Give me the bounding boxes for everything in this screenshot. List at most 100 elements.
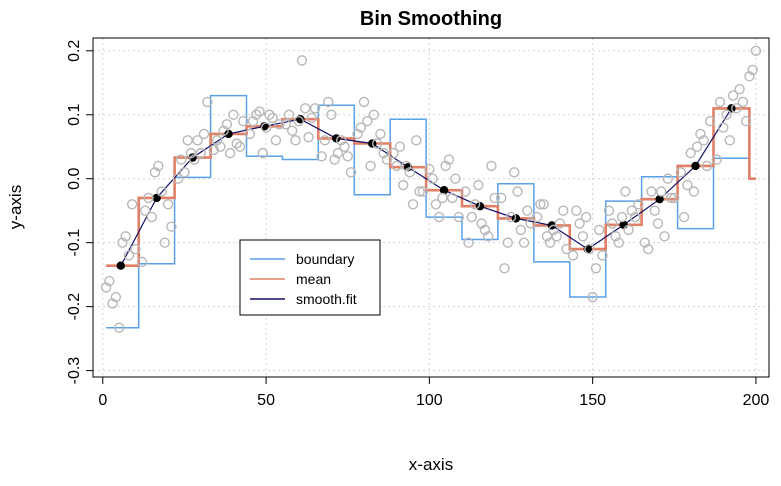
scatter-point	[623, 224, 634, 236]
scatter-point	[656, 186, 667, 197]
scatter-point	[515, 224, 527, 236]
scatter-point	[466, 211, 478, 223]
scatter-point	[691, 141, 703, 152]
scatter-point	[166, 221, 177, 232]
scatter-point	[554, 218, 566, 229]
scatter-point	[401, 160, 412, 172]
scatter-point	[639, 237, 651, 248]
scatter-point	[626, 205, 638, 216]
scatter-point	[143, 192, 154, 204]
scatter-point	[117, 237, 128, 248]
scatter-point	[590, 263, 602, 274]
scatter-point	[721, 109, 732, 120]
legend: boundary mean smooth.fit	[239, 239, 381, 316]
scatter-point	[509, 167, 520, 178]
scatter-point	[394, 141, 406, 152]
scatter-point	[300, 103, 311, 114]
x-axis-label: x-axis	[409, 455, 453, 474]
scatter-point	[251, 109, 262, 120]
scatter-point	[430, 199, 442, 210]
scatter-point	[332, 147, 344, 159]
y-tick-label-5: 0.2	[66, 40, 83, 62]
scatter-point	[561, 243, 572, 255]
scatter-point	[303, 131, 314, 143]
scatter-point	[649, 205, 660, 216]
scatter-point	[211, 135, 223, 146]
scatter-point	[724, 135, 736, 146]
legend-label-smooth-fit: smooth.fit	[296, 291, 357, 307]
scatter-point	[665, 192, 677, 204]
scatter-point	[584, 243, 595, 255]
scatter-point	[616, 211, 628, 223]
scatter-point	[613, 237, 624, 248]
scatter-point	[489, 192, 500, 204]
scatter-point	[414, 186, 425, 197]
scatter-point	[342, 151, 353, 162]
scatter-point	[652, 218, 664, 229]
scatter-point	[424, 163, 435, 175]
scatter-point	[499, 263, 510, 274]
series-line-smooth-fit	[120, 108, 732, 266]
scatter-point	[113, 322, 125, 333]
x-tick-label-0: 0	[98, 392, 107, 409]
scatter-point	[518, 237, 530, 248]
scatter-point	[388, 147, 399, 159]
x-axis: 0 50 100 150 200	[98, 377, 769, 409]
scatter-point	[718, 122, 729, 133]
scatter-point	[482, 231, 494, 242]
scatter-point	[669, 192, 680, 204]
y-tick-label-0: -0.3	[66, 357, 83, 385]
scatter-point	[678, 211, 690, 223]
x-tick-label-1: 50	[257, 392, 275, 409]
scatter-point	[538, 199, 549, 210]
scatter-point	[744, 71, 755, 82]
scatter-point	[371, 138, 383, 149]
series-line-mean	[106, 107, 756, 267]
scatter-point	[254, 106, 265, 117]
scatter-point	[433, 211, 445, 223]
scatter-point	[525, 218, 536, 229]
scatter-point	[273, 119, 285, 130]
scatter-point	[238, 115, 249, 127]
scatter-point	[378, 147, 389, 159]
scatter-point	[287, 125, 298, 136]
scatter-point	[548, 224, 559, 236]
fit-point	[439, 186, 449, 195]
scatter-point	[329, 154, 340, 165]
scatter-point	[326, 109, 337, 120]
scatter-point	[411, 135, 422, 146]
scatter-point	[603, 205, 615, 216]
y-axis: -0.3 -0.2 -0.1 0.0 0.1 0.2	[66, 40, 93, 385]
scatter-point	[381, 154, 393, 165]
scatter-point	[479, 224, 491, 236]
chart-title: Bin Smoothing	[360, 8, 502, 30]
scatter-point	[228, 109, 239, 120]
scatter-point	[100, 282, 112, 293]
x-tick-label-4: 200	[743, 392, 770, 409]
scatter-point	[469, 199, 481, 210]
scatter-point	[208, 144, 220, 156]
scatter-point	[257, 147, 269, 159]
scatter-point	[734, 83, 745, 95]
y-tick-label-3: 0.0	[66, 167, 83, 189]
scatter-point	[544, 237, 556, 248]
scatter-point	[293, 115, 304, 127]
scatter-point	[417, 186, 429, 197]
scatter-point	[130, 243, 141, 255]
scatter-point	[391, 160, 402, 172]
scatter-point	[149, 167, 161, 178]
scatter-point	[682, 179, 693, 191]
scatter-point	[577, 231, 589, 242]
scatter-point	[162, 199, 174, 210]
scatter-point	[159, 237, 171, 248]
scatter-point	[218, 125, 229, 136]
scatter-point	[597, 250, 608, 261]
scatter-point	[355, 122, 366, 133]
scatter-point	[698, 135, 709, 146]
scatter-point	[512, 186, 523, 197]
scatter-point	[306, 112, 318, 124]
scatter-point	[688, 186, 700, 197]
scatter-point	[407, 199, 419, 210]
x-tick-label-3: 150	[579, 392, 606, 409]
y-axis-label: y-axis	[6, 185, 25, 229]
